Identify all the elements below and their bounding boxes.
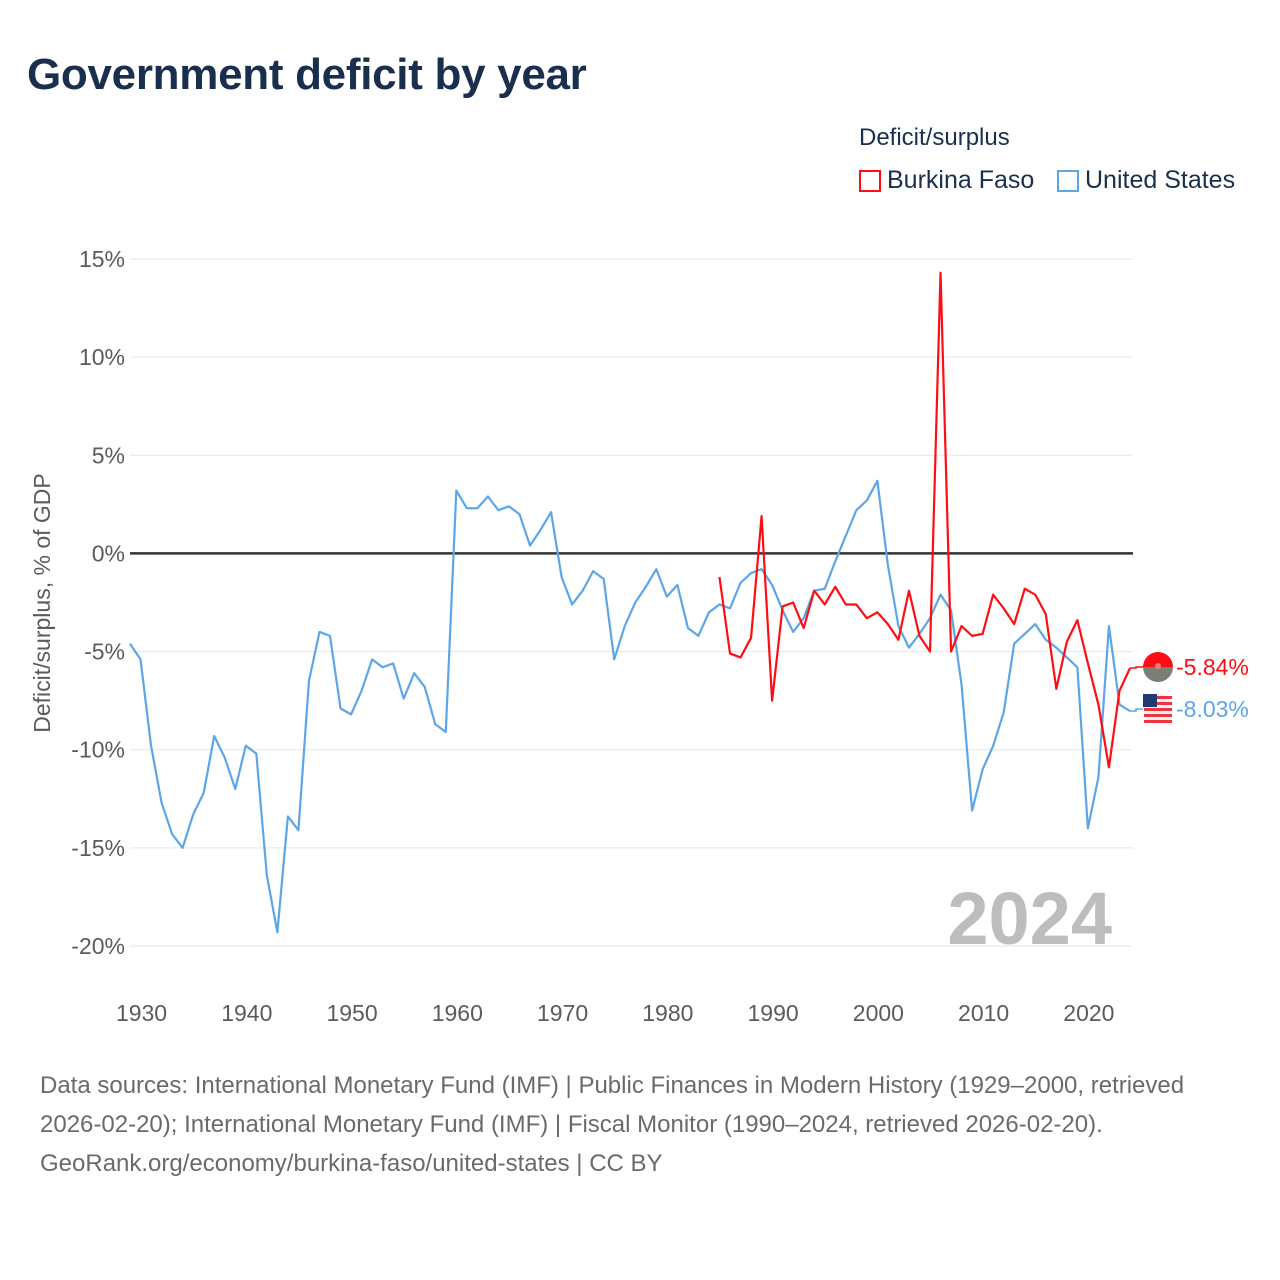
y-tick-label: -10% <box>71 737 125 763</box>
flag-stripe <box>1144 708 1172 711</box>
flag-stripe <box>1144 702 1172 705</box>
footer: Data sources: International Monetary Fun… <box>40 1066 1240 1183</box>
line-chart: 15% 10% 5% 0% -5% -10% -15% -20% 1930 1940 1950 196… <box>29 246 1249 1026</box>
y-axis-label: Deficit/surplus, % of GDP <box>29 473 55 732</box>
y-tick-label: -20% <box>71 933 125 959</box>
legend-swatch-united-states <box>1057 169 1079 192</box>
flag-stripe <box>1144 696 1172 699</box>
end-label-connector <box>1130 708 1144 712</box>
x-tick-label: 1970 <box>537 1000 588 1026</box>
x-tick-label: 1950 <box>326 1000 377 1026</box>
series-line-burkina-faso <box>718 271 1131 769</box>
legend-label-burkina-faso: Burkina Faso <box>887 166 1035 194</box>
end-value-label: -8.03% <box>1176 696 1249 722</box>
y-tick-label: 10% <box>79 344 125 370</box>
flag-stripe <box>1144 720 1172 723</box>
burkina-faso-flag-icon <box>1143 667 1173 682</box>
y-tick-label: 0% <box>92 540 125 566</box>
y-tick-label: 5% <box>92 442 125 468</box>
flag-canton <box>1143 694 1157 707</box>
legend-item-united-states[interactable]: United States <box>1057 166 1235 195</box>
x-tick-label: 1960 <box>432 1000 483 1026</box>
y-tick-label: -15% <box>71 835 125 861</box>
chart-title: Government deficit by year <box>27 50 587 99</box>
end-value-label: -5.84% <box>1176 654 1249 680</box>
flag-stripe <box>1144 714 1172 717</box>
series-line-united-states <box>129 479 1131 934</box>
x-tick-label: 2000 <box>853 1000 904 1026</box>
x-tick-label: 2020 <box>1063 1000 1114 1026</box>
end-label-connector <box>1130 666 1144 669</box>
burkina-faso-flag-icon <box>1143 652 1173 667</box>
data-sources: Data sources: International Monetary Fun… <box>40 1072 1185 1138</box>
legend-label-united-states: United States <box>1085 166 1236 194</box>
credit-link[interactable]: GeoRank.org/economy/burkina-faso/united-… <box>40 1150 663 1177</box>
x-tick-label: 1990 <box>748 1000 799 1026</box>
x-tick-label: 1940 <box>221 1000 272 1026</box>
legend-title: Deficit/surplus <box>859 124 1010 151</box>
legend-swatch-burkina-faso <box>859 169 881 192</box>
flag-star-icon <box>1155 663 1161 669</box>
legend-item-burkina-faso[interactable]: Burkina Faso <box>859 166 1034 195</box>
y-tick-label: -5% <box>84 639 125 665</box>
y-tick-label: 15% <box>79 246 125 272</box>
x-tick-label: 1980 <box>642 1000 693 1026</box>
x-tick-label: 2010 <box>958 1000 1009 1026</box>
year-watermark: 2024 <box>947 877 1112 960</box>
x-tick-label: 1930 <box>116 1000 167 1026</box>
